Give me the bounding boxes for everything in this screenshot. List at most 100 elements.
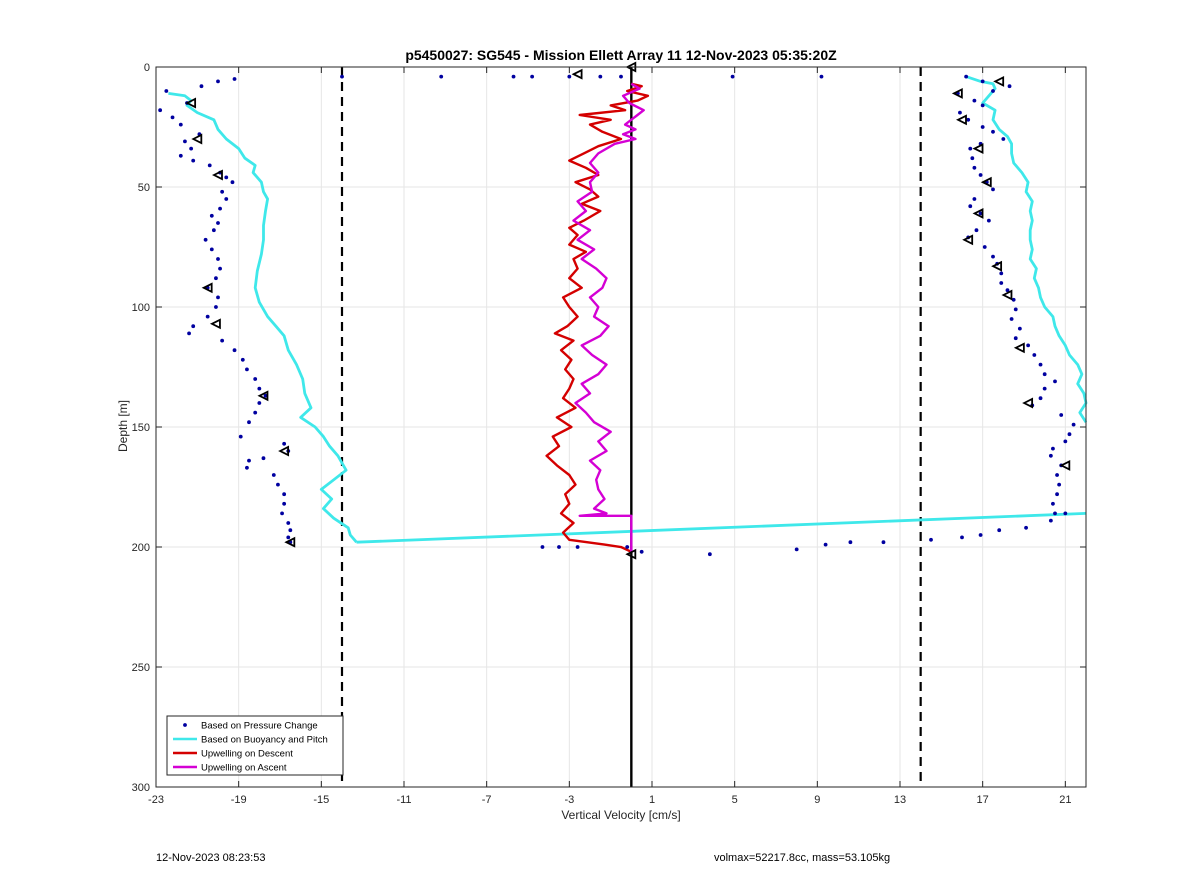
pressure-point	[997, 528, 1002, 533]
triangle-marker	[993, 75, 1005, 87]
triangle-marker	[284, 536, 296, 548]
pressure-point	[1009, 317, 1014, 321]
pressure-point	[848, 540, 853, 545]
upwelling-descent-line	[545, 82, 650, 553]
pressure-point	[271, 473, 276, 477]
triangle-marker	[1001, 289, 1013, 301]
pressure-point	[972, 98, 977, 103]
pressure-point	[1055, 473, 1059, 477]
legend-label: Upwelling on Descent	[201, 749, 293, 760]
triangle-marker	[278, 445, 290, 457]
pressure-point	[999, 271, 1004, 276]
pressure-point	[216, 221, 220, 225]
pressure-point	[263, 393, 268, 398]
pressure-point	[1013, 307, 1018, 312]
pressure-point	[1001, 137, 1006, 141]
x-tick-label: 21	[1059, 794, 1071, 806]
pressure-point	[178, 122, 183, 127]
pressure-point	[1067, 432, 1072, 437]
pressure-point	[707, 552, 712, 557]
plot-area	[158, 61, 1088, 787]
pressure-point	[214, 276, 218, 281]
pressure-point	[257, 401, 262, 405]
y-tick-label: 300	[132, 782, 150, 794]
pressure-point	[158, 108, 163, 113]
triangle-marker	[972, 143, 984, 155]
pressure-point	[1071, 422, 1076, 427]
pressure-point	[216, 257, 220, 261]
pressure-point	[203, 237, 208, 242]
pressure-point	[1055, 492, 1059, 497]
triangle-marker	[191, 133, 203, 145]
pressure-point	[964, 74, 969, 79]
timestamp-footer: 12-Nov-2023 08:23:53	[156, 852, 266, 864]
pressure-point	[170, 115, 175, 120]
pressure-point	[214, 305, 218, 309]
x-tick-label: -19	[231, 794, 247, 806]
pressure-point	[189, 146, 194, 151]
pressure-point	[567, 74, 572, 79]
pressure-point	[224, 197, 229, 201]
pressure-point	[978, 173, 983, 177]
pressure-point	[929, 537, 933, 542]
triangle-marker	[1059, 459, 1071, 471]
pressure-point	[1013, 336, 1018, 341]
pressure-point	[211, 228, 216, 233]
pressure-point	[253, 410, 258, 415]
pressure-point	[730, 74, 735, 79]
grid	[155, 66, 1086, 788]
pressure-point	[209, 213, 214, 218]
legend-label: Based on Buoyancy and Pitch	[201, 735, 328, 746]
pressure-point	[1026, 343, 1031, 348]
x-tick-label: 9	[814, 794, 820, 806]
triangle-marker	[209, 318, 221, 330]
pressure-point	[1048, 453, 1053, 458]
triangle-marker	[625, 548, 637, 560]
pressure-point	[530, 74, 535, 79]
pressure-point	[261, 456, 266, 461]
triangle-marker	[211, 169, 223, 181]
pressure-point	[164, 89, 169, 93]
x-tick-label: 1	[649, 794, 655, 806]
pressure-point	[991, 89, 995, 93]
pressure-point	[220, 338, 225, 343]
y-tick-label: 200	[132, 542, 150, 554]
upwelling-ascent-line	[572, 82, 645, 552]
axes: -23 -19 -15 -11 -7 -3 1 5 9 13 17 21 0 50 100 150 200 250…	[132, 62, 1087, 806]
y-tick-label: 250	[132, 662, 150, 674]
pressure-point	[205, 314, 210, 319]
pressure-point	[970, 156, 975, 161]
x-tick-label: -11	[396, 794, 411, 806]
pressure-point	[187, 331, 191, 336]
pressure-point	[1011, 297, 1016, 302]
pressure-point	[1017, 326, 1022, 331]
pressure-point	[240, 357, 245, 362]
pressure-point	[183, 139, 187, 144]
pressure-point	[288, 528, 293, 533]
pressure-point	[224, 175, 229, 180]
x-tick-label: -3	[564, 794, 574, 806]
x-tick-label: -23	[148, 794, 164, 806]
pressure-point	[881, 540, 886, 545]
chart-title: p5450027: SG545 - Mission Ellett Array 1…	[405, 47, 837, 63]
triangle-marker	[257, 390, 269, 402]
legend-label: Upwelling on Ascent	[201, 763, 287, 774]
pressure-point	[991, 129, 995, 134]
pressure-point	[1063, 511, 1068, 516]
triangle-marker	[185, 97, 197, 109]
pressure-point	[960, 535, 964, 540]
legend: Based on Pressure Change Based on Buoyanc…	[166, 715, 344, 776]
vehicle-info-footer: volmax=52217.8cc, mass=53.105kg	[714, 852, 891, 864]
pressure-point	[1038, 362, 1043, 367]
legend-swatch	[183, 723, 187, 727]
triangle-marker	[571, 68, 583, 80]
pressure-point	[191, 324, 196, 329]
pressure-point	[972, 165, 977, 170]
pressure-point	[968, 146, 973, 151]
pressure-point	[980, 125, 985, 129]
pressure-point	[286, 535, 291, 540]
triangle-marker	[955, 114, 967, 126]
x-tick-label: 13	[894, 794, 906, 806]
x-tick-label: -7	[482, 794, 492, 806]
pressure-point	[218, 266, 222, 271]
